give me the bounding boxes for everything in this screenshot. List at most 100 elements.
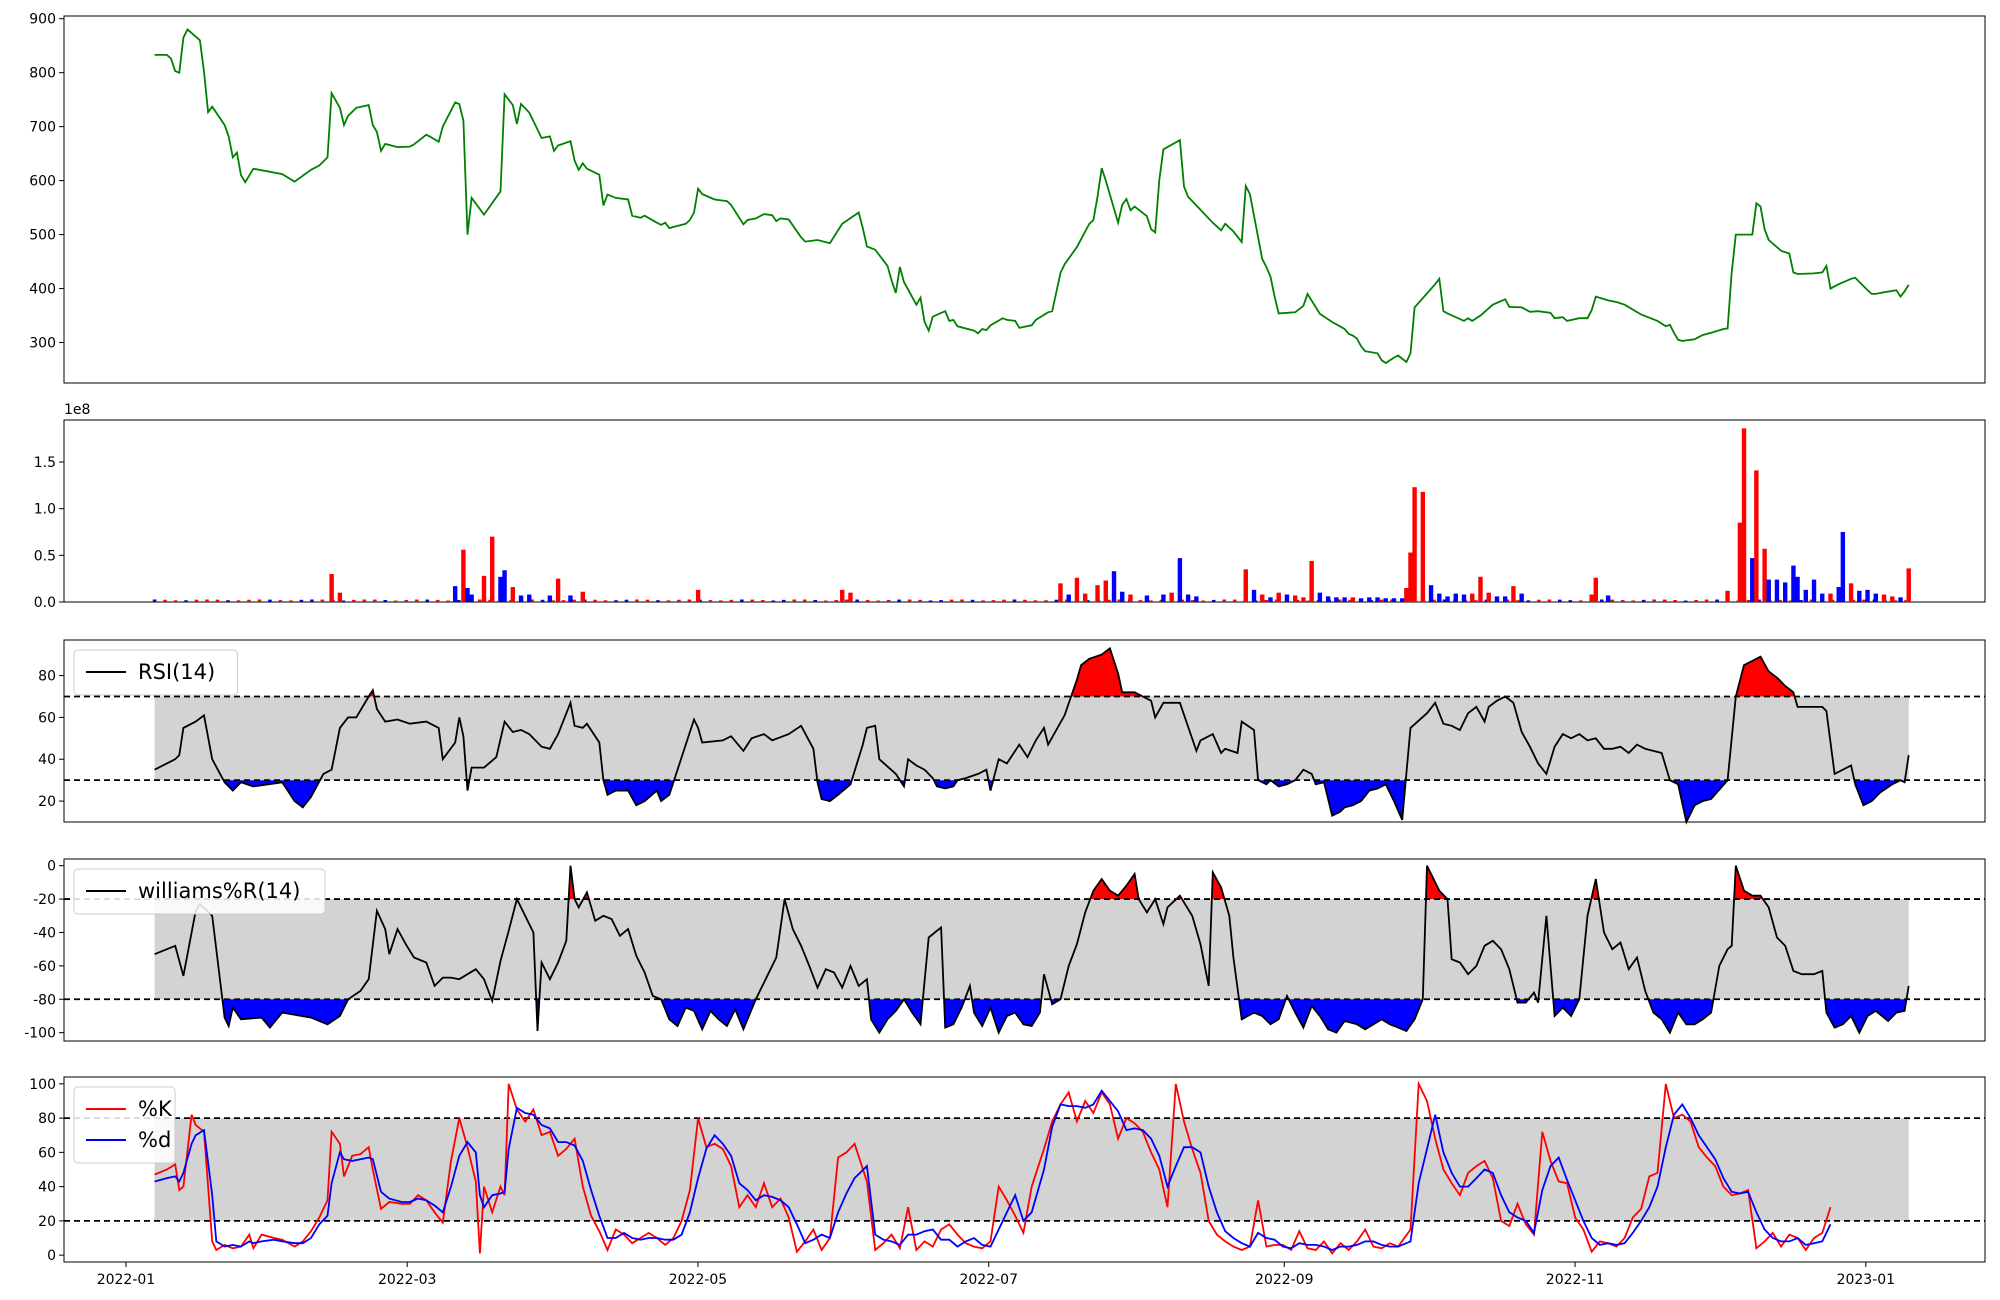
volume-bar (1599, 599, 1604, 602)
volume-bar (1404, 588, 1409, 602)
williams-frame (63, 858, 1986, 1042)
volume-bar (1750, 558, 1755, 602)
volume-bar (1631, 600, 1636, 602)
volume-bar (173, 600, 178, 602)
volume-bar (1840, 532, 1846, 602)
volume-bar (461, 549, 466, 602)
volume-bar (236, 600, 241, 602)
volume-bar (1516, 600, 1520, 602)
williams-oversold-fill (869, 999, 904, 1033)
volume-ytick-label: 1.5 (34, 455, 56, 471)
volume-bar (446, 600, 450, 602)
volume-bar (781, 599, 786, 602)
volume-bar (1086, 600, 1090, 602)
williams-oversold-fill (222, 999, 349, 1028)
volume-bar (1348, 599, 1352, 602)
volume-bar (844, 599, 849, 602)
stochastic-legend (73, 1086, 176, 1164)
volume-bar (1251, 589, 1257, 602)
volume-bar (1641, 599, 1646, 602)
volume-bar (1605, 595, 1611, 602)
volume-bar (1138, 600, 1143, 602)
volume-bar (152, 599, 157, 602)
volume-bar (593, 599, 597, 602)
volume-bar (1857, 590, 1862, 602)
volume-bar (1012, 599, 1017, 602)
volume-bar (1317, 592, 1323, 602)
volume-bar (1862, 599, 1866, 602)
volume-bar (435, 599, 440, 602)
volume-bar (551, 600, 555, 602)
volume-bar (928, 600, 933, 602)
volume-bar (1757, 599, 1761, 602)
stochastic-ytick-label: 100 (29, 1077, 56, 1093)
volume-bar (337, 592, 343, 602)
williams-legend-label: williams%R(14) (138, 879, 300, 903)
volume-bar (1268, 597, 1273, 602)
williams-ytick-label: -60 (33, 959, 56, 975)
volume-bar (547, 595, 553, 602)
stochastic-d-line (154, 1089, 1832, 1251)
volume-bar (568, 595, 573, 602)
volume-bar (555, 578, 561, 602)
volume-bar (1893, 600, 1898, 602)
price-line (154, 28, 1910, 365)
williams-ytick-label: -20 (33, 892, 56, 908)
volume-bar (481, 575, 487, 602)
volume-bar (540, 599, 545, 602)
rsi-panel: 20 40 60 80 RSI(14) (38, 639, 1986, 825)
volume-bar (1788, 600, 1793, 602)
rsi-oversold-fill (1314, 780, 1406, 820)
volume-bar (1774, 579, 1780, 602)
volume-bar (226, 600, 230, 602)
volume-bar (1778, 599, 1782, 602)
volume-bar (1526, 600, 1531, 602)
volume-bar (1103, 580, 1108, 602)
volume-bar (1161, 594, 1166, 602)
volume-bar (1537, 599, 1541, 602)
volume-bar (897, 599, 901, 602)
price-ytick-label: 700 (29, 120, 56, 136)
volume-bar (1211, 599, 1216, 602)
williams-ytick-label: -80 (33, 992, 56, 1008)
volume-bar (1002, 599, 1006, 602)
volume-bar (1754, 470, 1759, 602)
volume-bar (1811, 579, 1817, 602)
volume-bar (1782, 582, 1788, 602)
volume-bar (1379, 599, 1384, 602)
volume-bar (1107, 599, 1111, 602)
volume-bar (1334, 597, 1339, 602)
volume-bar (991, 600, 996, 602)
volume-bar (1652, 599, 1656, 602)
volume-bar (918, 599, 922, 602)
volume-bar (580, 591, 586, 602)
volume-bar (1033, 600, 1038, 602)
volume-bar (1890, 596, 1895, 602)
volume-bar (624, 599, 629, 602)
volume-bar (761, 600, 765, 602)
volume-bar (1358, 598, 1364, 602)
volume-bar (1185, 594, 1191, 602)
volume-bar (1610, 599, 1615, 602)
volume-bar (1904, 600, 1908, 602)
volume-bar (1243, 569, 1248, 602)
stochastic-k-line (154, 1080, 1832, 1255)
volume-bar (813, 599, 818, 602)
volume-bar (215, 599, 220, 602)
volume-bar (518, 595, 524, 602)
volume-bar (740, 599, 744, 602)
volume-bar (666, 600, 671, 602)
williams-oversold-fill (1288, 999, 1423, 1033)
stochastic-ytick-label: 40 (38, 1180, 56, 1196)
rsi-overbought-fill (1071, 648, 1143, 697)
volume-bar (687, 599, 692, 602)
volume-bar (1803, 589, 1808, 602)
volume-ytick-label: 0.0 (34, 595, 56, 611)
volume-bar (329, 574, 334, 602)
volume-bar (1881, 594, 1887, 602)
williams-neutral-band (154, 899, 1909, 1000)
volume-bar (1470, 593, 1475, 602)
volume-bar (865, 599, 870, 602)
volume-bar (792, 599, 797, 602)
